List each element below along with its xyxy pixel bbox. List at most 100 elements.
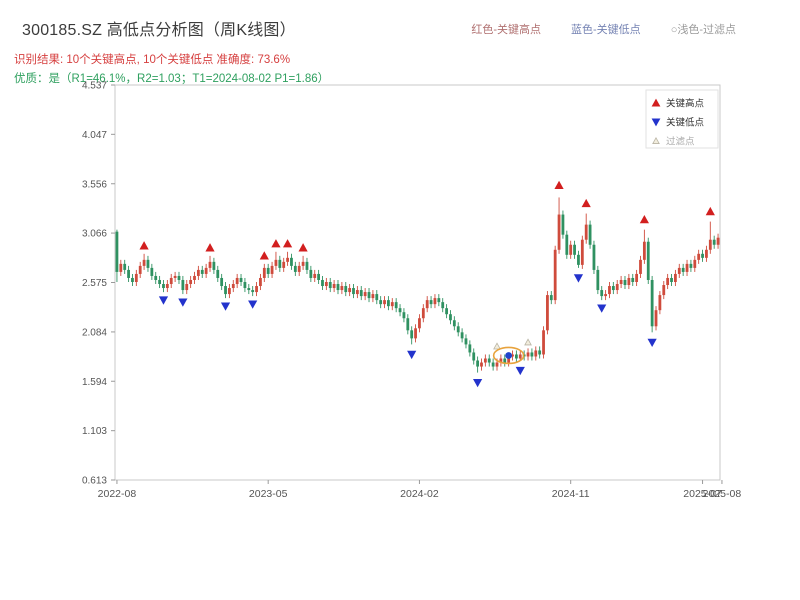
- candle-body: [301, 261, 305, 266]
- key-high-marker: [271, 239, 281, 248]
- candle-body: [631, 277, 635, 282]
- recognition-result: 识别结果: 10个关键高点, 10个关键低点 准确度: 73.6%: [14, 54, 291, 66]
- candle-body: [421, 308, 425, 319]
- highlight-ring: [492, 346, 525, 365]
- y-tick-label: 4.047: [82, 130, 107, 141]
- candle-body: [402, 312, 406, 319]
- candle-body: [619, 279, 623, 285]
- candle-body: [193, 275, 196, 280]
- candle-body: [584, 224, 588, 240]
- candle-body: [278, 259, 282, 268]
- candle-body: [573, 244, 576, 255]
- candle-body: [507, 356, 511, 363]
- candle-body: [511, 354, 514, 357]
- y-tick-label: 2.575: [82, 278, 107, 289]
- candle-body: [716, 237, 720, 245]
- legend-filtered-icon: [652, 136, 660, 144]
- key-low-marker: [158, 296, 169, 305]
- candle-body: [371, 294, 375, 299]
- candle-body: [596, 269, 600, 291]
- key-high-marker: [282, 239, 293, 248]
- candle-body: [534, 350, 538, 357]
- candle-body: [379, 300, 383, 305]
- candle-body: [623, 279, 627, 286]
- candle-body: [355, 290, 359, 295]
- candle-body: [557, 214, 561, 250]
- candle-body: [639, 259, 642, 274]
- candle-body: [367, 292, 371, 299]
- candle-body: [666, 277, 670, 286]
- candle-body: [165, 284, 169, 289]
- candle-body: [674, 273, 677, 282]
- candle-body: [441, 302, 445, 309]
- legend-label: 关键高点: [666, 98, 705, 110]
- candle-body: [662, 285, 666, 296]
- color-key: 红色-关键高点 蓝色-关键低点 ○浅色-过滤点: [471, 21, 736, 37]
- candle-body: [425, 300, 429, 309]
- candle-body: [549, 295, 553, 301]
- y-tick-label: 4.537: [82, 81, 107, 92]
- y-tick-label: 2.084: [82, 327, 107, 338]
- candle-body: [282, 261, 286, 268]
- key-high-marker: [139, 241, 149, 250]
- candle-body: [429, 300, 433, 305]
- candle-body: [464, 338, 468, 345]
- candle-body: [177, 275, 181, 280]
- candle-body: [650, 279, 654, 327]
- y-tick-label: 3.066: [82, 229, 107, 240]
- candle-body: [414, 328, 417, 339]
- candle-body: [340, 286, 344, 291]
- candle-body: [530, 352, 534, 357]
- x-tick-label: 2023-05: [249, 488, 288, 500]
- candle-body: [119, 263, 123, 272]
- candle-body: [577, 254, 580, 265]
- candle-body: [131, 277, 134, 282]
- candle-body: [701, 253, 704, 258]
- candle-body: [293, 265, 297, 272]
- candle-body: [255, 286, 258, 293]
- candle-body: [247, 288, 251, 291]
- candle-body: [452, 320, 456, 327]
- candle-body: [286, 257, 289, 262]
- y-tick-label: 1.103: [82, 426, 107, 437]
- candle-body: [681, 267, 685, 272]
- key-low-marker: [220, 302, 231, 311]
- candle-body: [646, 241, 650, 280]
- candle-body: [693, 259, 697, 268]
- key-high-marker: [259, 251, 269, 260]
- candle-body: [363, 292, 367, 297]
- candle-body: [433, 298, 437, 305]
- candle-body: [565, 234, 569, 255]
- candle-body: [274, 259, 278, 266]
- candle-body: [336, 284, 340, 291]
- candle-body: [169, 277, 173, 285]
- candle-body: [297, 265, 301, 272]
- color-key-filtered: ○浅色-过滤点: [670, 24, 736, 36]
- candle-body: [196, 269, 200, 276]
- candle-body: [146, 259, 150, 268]
- candle-body: [491, 362, 495, 367]
- candle-body: [359, 290, 363, 297]
- key-low-marker: [573, 274, 584, 283]
- key-high-marker: [205, 243, 215, 252]
- candle-body: [406, 318, 410, 331]
- candle-body: [231, 284, 235, 289]
- candle-body: [569, 244, 573, 255]
- candle-body: [208, 261, 212, 268]
- filtered-marker: [493, 342, 501, 350]
- candle-body: [588, 224, 592, 245]
- candle-body: [352, 288, 355, 295]
- x-tick-label: 2025-08: [703, 488, 742, 500]
- candle-body: [239, 277, 243, 282]
- candle-body: [216, 269, 220, 278]
- candle-body: [642, 241, 646, 260]
- candle-body: [123, 263, 127, 270]
- candle-body: [270, 265, 274, 274]
- candle-body: [224, 286, 227, 295]
- candle-body: [154, 275, 158, 280]
- candle-body: [266, 267, 270, 274]
- key-high-marker: [705, 206, 715, 216]
- candle-body: [476, 360, 480, 367]
- candle-body: [472, 352, 476, 361]
